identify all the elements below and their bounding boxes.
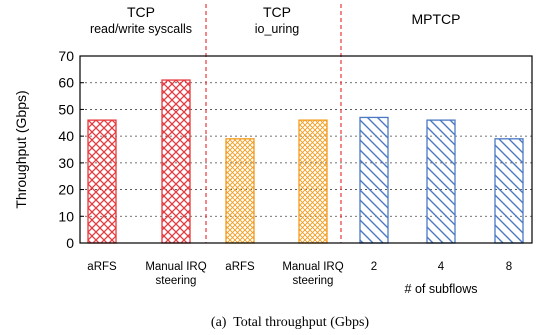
x-axis-ticks: aRFS Manual IRQ steering aRFS Manual IRQ stee… bbox=[87, 261, 512, 287]
bar bbox=[426, 119, 456, 244]
y-axis-label: Throughput (Gbps) bbox=[13, 90, 29, 208]
bar bbox=[225, 138, 255, 244]
group-title: TCP bbox=[263, 4, 291, 20]
bar bbox=[87, 119, 117, 244]
bar bbox=[161, 79, 191, 244]
group-title: TCP bbox=[127, 4, 155, 20]
y-tick-label: 0 bbox=[66, 235, 74, 251]
bar bbox=[494, 138, 524, 244]
group-title: MPTCP bbox=[412, 11, 461, 27]
group-subtitle: io_uring bbox=[255, 22, 300, 36]
y-tick-label: 50 bbox=[58, 101, 74, 117]
group-subtitle: read/write syscalls bbox=[90, 22, 192, 36]
y-tick-label: 40 bbox=[58, 128, 74, 144]
plot-frame bbox=[79, 55, 533, 244]
x-tick-label: aRFS bbox=[87, 261, 117, 273]
y-tick-label: 70 bbox=[58, 48, 74, 64]
x-tick-label: 2 bbox=[371, 261, 377, 273]
y-tick-label: 10 bbox=[58, 208, 74, 224]
group-separators bbox=[205, 4, 342, 243]
figure-caption: (a) Total throughput (Gbps) bbox=[211, 315, 370, 330]
bar bbox=[359, 116, 389, 244]
y-tick-label: 20 bbox=[58, 182, 74, 198]
x-tick-label: 8 bbox=[506, 261, 512, 273]
x-tick-label: Manual IRQ steering bbox=[282, 261, 343, 287]
group-titles: TCP read/write syscalls TCP io_uring MPTCP bbox=[90, 4, 461, 36]
y-tick-label: 60 bbox=[58, 75, 74, 91]
x-tick-label: 4 bbox=[438, 261, 445, 273]
x-axis-label: # of subflows bbox=[405, 282, 478, 296]
bar bbox=[298, 119, 328, 244]
y-axis-ticks: 0 10 20 30 40 50 60 70 bbox=[58, 48, 84, 251]
bars bbox=[87, 79, 524, 244]
x-tick-label: Manual IRQ steering bbox=[145, 261, 206, 287]
y-tick-label: 30 bbox=[58, 155, 74, 171]
x-tick-label: aRFS bbox=[225, 261, 255, 273]
